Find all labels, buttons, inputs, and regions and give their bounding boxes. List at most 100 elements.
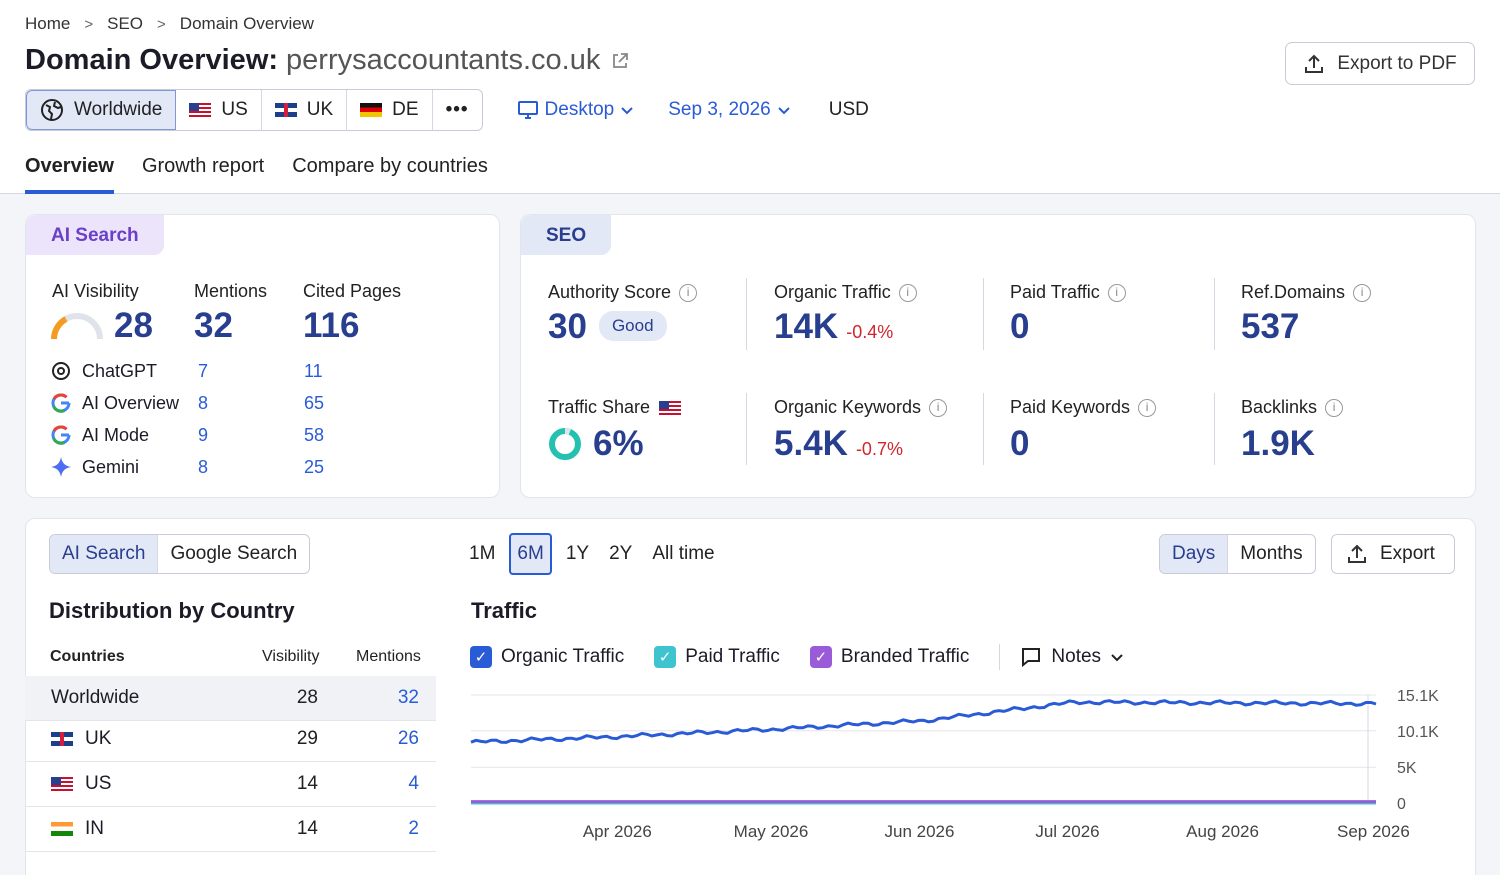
table-row[interactable]: UK 29 26 [25, 717, 436, 762]
tab-bar: Overview Growth report Compare by countr… [25, 155, 488, 194]
info-icon[interactable]: i [679, 284, 698, 302]
currency-selector[interactable]: USD [828, 99, 869, 120]
external-link-icon[interactable] [610, 51, 630, 71]
engine-name: AI Mode [82, 425, 150, 445]
ai-visibility-label: AI Visibility [52, 281, 139, 301]
organic-keywords-value: 5.4K [774, 424, 848, 463]
region-de[interactable]: DE [347, 90, 433, 130]
engine-cited[interactable]: 11 [304, 361, 323, 381]
region-uk[interactable]: UK [262, 90, 348, 130]
engine-mentions[interactable]: 7 [198, 361, 209, 381]
range-1y[interactable]: 1Y [565, 543, 590, 564]
uk-flag-icon [51, 732, 73, 746]
gemini-icon [51, 457, 71, 477]
country-mentions[interactable]: 26 [397, 728, 419, 749]
table-row[interactable]: IN 14 2 [25, 807, 436, 852]
distribution-title: Distribution by Country [49, 598, 295, 623]
ref-domains-value[interactable]: 537 [1241, 307, 1300, 346]
divider [1214, 393, 1215, 465]
engine-cited[interactable]: 65 [304, 393, 325, 413]
legend-branded[interactable]: ✓ Branded Traffic [809, 646, 969, 668]
domain-name: perrysaccountants.co.uk [286, 44, 601, 76]
info-icon[interactable]: i [1138, 399, 1157, 417]
traffic-share-value: 6% [593, 424, 644, 463]
google-icon [51, 393, 71, 413]
info-icon[interactable]: i [898, 284, 917, 302]
country-name: UK [85, 728, 112, 749]
info-icon[interactable]: i [1353, 284, 1372, 302]
ai-search-chip: AI Search [26, 215, 164, 255]
region-worldwide[interactable]: Worldwide [26, 90, 177, 130]
chatgpt-icon [52, 362, 70, 380]
country-visibility: 28 [296, 687, 318, 708]
range-all-time[interactable]: All time [652, 543, 715, 564]
comment-icon [1022, 648, 1041, 668]
export-label: Export [1380, 543, 1435, 564]
globe-icon [41, 99, 63, 121]
tab-overview[interactable]: Overview [25, 155, 114, 194]
ref-domains-label: Ref.Domains i [1241, 282, 1372, 303]
traffic-share-ring-icon [549, 428, 581, 460]
country-cell: UK [51, 728, 111, 750]
export-button[interactable]: Export [1331, 534, 1455, 574]
engine-mentions[interactable]: 9 [198, 425, 209, 445]
engine-name: ChatGPT [82, 361, 158, 381]
date-dropdown[interactable]: Sep 3, 2026 [668, 99, 790, 121]
traffic-title: Traffic [471, 598, 538, 623]
col-visibility: Visibility [262, 648, 320, 665]
seo-card: SEO Authority Score i 30 Good Organic Traf… [520, 214, 1476, 498]
table-row[interactable]: Worldwide 28 32 [25, 676, 436, 721]
organic-traffic[interactable]: 14K -0.4% [774, 307, 893, 347]
paid-traffic-value[interactable]: 0 [1010, 307, 1030, 346]
breadcrumb-home[interactable]: Home [25, 14, 71, 33]
device-dropdown[interactable]: Desktop [517, 99, 635, 121]
country-mentions[interactable]: 4 [408, 773, 419, 794]
country-visibility: 29 [296, 728, 318, 749]
source-google-search[interactable]: Google Search [170, 543, 298, 564]
divider [983, 278, 984, 350]
authority-score-text: Authority Score [548, 282, 672, 302]
tab-compare-countries[interactable]: Compare by countries [292, 155, 488, 177]
legend-paid[interactable]: ✓ Paid Traffic [654, 646, 780, 668]
authority-score-label: Authority Score i [548, 282, 698, 303]
info-icon[interactable]: i [1325, 399, 1344, 417]
engine-mentions[interactable]: 8 [198, 393, 209, 413]
legend-organic-label: Organic Traffic [501, 646, 625, 667]
chevron-down-icon [778, 107, 790, 115]
country-mentions[interactable]: 32 [397, 687, 419, 708]
notes-dropdown[interactable]: Notes [1020, 646, 1124, 668]
more-regions-button[interactable]: ••• [433, 90, 482, 130]
visibility-gauge-icon [51, 313, 103, 340]
region-us[interactable]: US [176, 90, 262, 130]
engine-mentions[interactable]: 8 [198, 457, 209, 477]
organic-keywords-change: -0.7% [855, 439, 903, 459]
range-6m[interactable]: 6M [509, 533, 552, 575]
source-ai-search[interactable]: AI Search [50, 535, 159, 573]
upload-icon [1305, 54, 1324, 73]
breadcrumb-seo[interactable]: SEO [107, 14, 144, 33]
organic-keywords[interactable]: 5.4K -0.7% [774, 424, 903, 464]
range-1m[interactable]: 1M [469, 543, 496, 564]
country-mentions[interactable]: 2 [408, 818, 419, 839]
granularity-days[interactable]: Days [1160, 535, 1229, 573]
range-2y[interactable]: 2Y [609, 543, 633, 564]
engine-name: AI Overview [82, 393, 180, 413]
divider [999, 644, 1001, 670]
engine-cited[interactable]: 58 [304, 425, 325, 445]
export-pdf-button[interactable]: Export to PDF [1285, 42, 1475, 85]
country-name: Worldwide [51, 687, 140, 708]
legend-organic[interactable]: ✓ Organic Traffic [470, 646, 624, 668]
traffic-share-label: Traffic Share [548, 397, 682, 418]
breadcrumb-current: Domain Overview [179, 14, 314, 33]
tab-growth-report[interactable]: Growth report [141, 155, 265, 177]
engine-cited[interactable]: 25 [304, 457, 325, 477]
ai-search-card: AI Search AI Visibility 28 Mentions 32 C… [25, 214, 500, 498]
backlinks-value[interactable]: 1.9K [1241, 424, 1315, 463]
info-icon[interactable]: i [1107, 284, 1126, 302]
col-countries: Countries [50, 648, 125, 665]
info-icon[interactable]: i [929, 399, 948, 417]
granularity-months[interactable]: Months [1240, 543, 1303, 564]
paid-keywords-value[interactable]: 0 [1010, 424, 1030, 463]
table-row[interactable]: US 14 4 [25, 762, 436, 807]
country-visibility: 14 [296, 818, 318, 839]
